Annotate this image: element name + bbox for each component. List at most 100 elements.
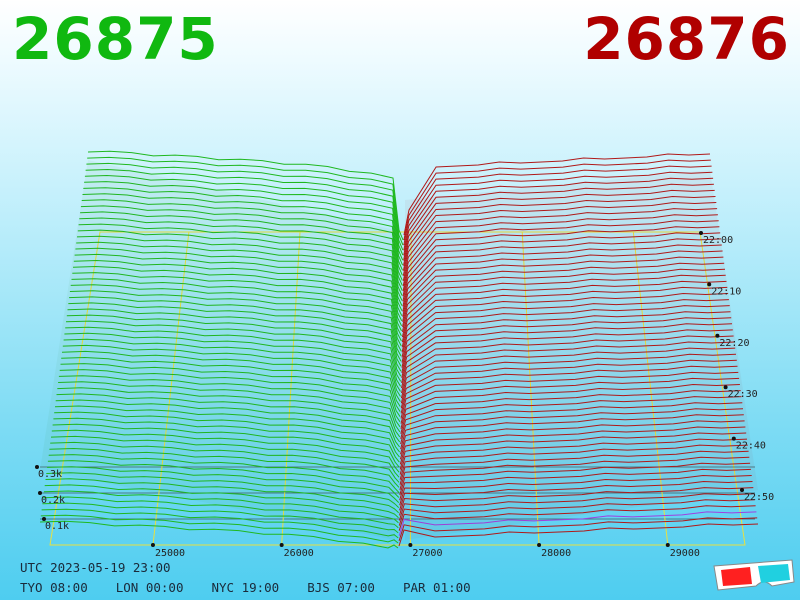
bid-price: 26875 [12, 5, 219, 73]
ask-depth-line [399, 426, 746, 465]
ask-depth-line [399, 438, 748, 475]
ask-area-tint [405, 170, 758, 540]
ask-depth-line [400, 359, 737, 409]
bid-depth-line [39, 520, 399, 549]
x-tick-label: 29000 [670, 548, 700, 559]
bid-depth-line [78, 223, 403, 301]
ask-depth-line [399, 420, 745, 460]
chart-axes: 25000 26000 27000 28000 29000 0.1k 0.2k 0.3k 22:… [35, 231, 774, 559]
ask-depth-series [398, 153, 759, 547]
ask-price: 26876 [583, 5, 790, 73]
ask-depth-line [398, 523, 759, 547]
ask-depth-line [401, 280, 727, 343]
ask-depth-line [399, 474, 752, 506]
bid-depth-line [70, 284, 402, 352]
bid-depth-line [54, 411, 400, 458]
bid-depth-series [39, 150, 404, 549]
ask-depth-line [403, 183, 714, 261]
bid-depth-line [71, 278, 402, 347]
ask-depth-line [401, 274, 726, 338]
time-tick-dot [699, 231, 703, 235]
ask-depth-line [400, 353, 737, 404]
bid-depth-line [50, 441, 400, 483]
bid-depth-line [69, 290, 402, 357]
bid-depth-line [49, 447, 400, 488]
bid-depth-line [80, 205, 403, 286]
ask-depth-line [401, 305, 730, 363]
time-tick-label: 22:20 [719, 338, 749, 349]
ask-depth-line [402, 232, 721, 302]
x-tick-label: 25000 [155, 548, 185, 559]
bid-depth-line [55, 399, 400, 448]
bid-depth-line [47, 460, 400, 498]
time-tick-label: 22:40 [736, 441, 766, 452]
bid-depth-line [42, 502, 399, 534]
bid-depth-line [60, 363, 401, 417]
ask-depth-line [398, 505, 756, 531]
bid-depth-line [46, 472, 400, 508]
bid-depth-line [63, 338, 401, 397]
bid-depth-line [41, 508, 399, 539]
bid-depth-line [43, 490, 399, 524]
x-tick-label: 28000 [541, 548, 571, 559]
price-gridline [152, 231, 190, 546]
bid-depth-line [40, 514, 399, 544]
base-plane [49, 231, 746, 546]
tz-tyo: TYO 08:00 [20, 580, 88, 595]
ask-depth-line [401, 341, 735, 394]
bid-depth-line [69, 296, 402, 362]
ask-depth-line [399, 462, 751, 496]
bid-depth-line [86, 162, 404, 251]
price-gridline [409, 231, 412, 546]
ask-depth-line [400, 371, 739, 419]
bid-depth-line [50, 435, 400, 478]
bid-depth-line [84, 181, 404, 266]
time-tick-label: 22:30 [728, 389, 758, 400]
bid-depth-line [56, 393, 401, 443]
bid-depth-line [64, 332, 401, 392]
depth-tick-dot [42, 517, 46, 521]
ask-depth-line [402, 256, 724, 322]
depth-tick-label: 0.2k [41, 495, 65, 506]
ask-depth-line [403, 189, 715, 266]
bid-depth-line [66, 314, 402, 377]
ask-depth-line [400, 414, 744, 455]
chart-grid [40, 231, 755, 546]
bid-depth-line [76, 235, 403, 311]
ask-depth-line [403, 165, 712, 246]
bid-depth-line [77, 229, 403, 306]
bid-depth-line [47, 466, 400, 503]
x-tick-label: 27000 [412, 548, 442, 559]
ask-depth-line [400, 402, 743, 445]
tz-nyc: NYC 19:00 [211, 580, 280, 595]
depth-tick-label: 0.1k [45, 521, 69, 532]
ask-depth-line [401, 335, 734, 389]
time-tick-dot [740, 488, 744, 492]
bid-depth-line [81, 199, 403, 281]
bid-depth-line [61, 356, 401, 412]
bid-depth-line [72, 265, 402, 337]
bid-depth-line [59, 369, 401, 423]
tz-bjs: BJS 07:00 [307, 580, 375, 595]
ask-depth-line [402, 195, 716, 271]
bid-depth-line [83, 187, 403, 271]
ask-depth-line [400, 365, 738, 414]
x-tick-dot [537, 543, 542, 547]
ask-depth-line [398, 511, 757, 536]
3d-glasses-icon[interactable] [712, 556, 796, 596]
timezone-clocks: TYO 08:00 LON 00:00 NYC 19:00 BJS 07:00 … [20, 580, 471, 595]
bid-depth-line [73, 259, 402, 332]
ask-depth-line [398, 493, 755, 521]
bid-depth-line [80, 211, 403, 291]
x-tick-dot [150, 543, 155, 547]
ask-depth-line [400, 396, 742, 440]
bid-depth-line [45, 478, 399, 514]
x-tick-dot [408, 543, 413, 547]
time-tick-label: 22:10 [711, 286, 741, 297]
ask-depth-line [402, 226, 720, 297]
bid-depth-line [57, 387, 401, 438]
bid-depth-line [44, 484, 399, 519]
ask-depth-line [399, 468, 751, 501]
bid-depth-line [79, 217, 403, 296]
ask-depth-line [403, 177, 714, 256]
